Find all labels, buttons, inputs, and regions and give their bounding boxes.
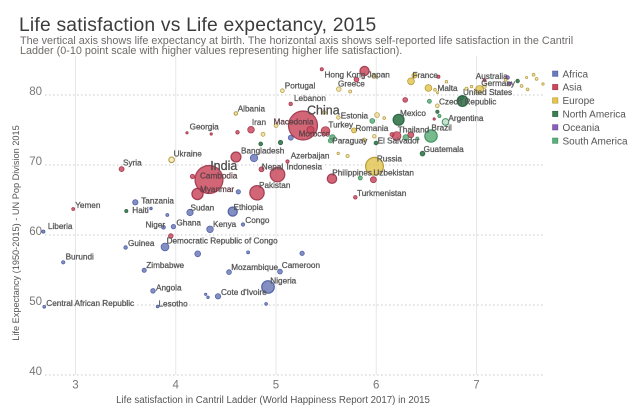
svg-text:Philippines: Philippines (332, 169, 372, 178)
svg-text:Czech Republic: Czech Republic (439, 97, 496, 106)
svg-text:Japan: Japan (368, 71, 391, 80)
svg-text:Turkmenistan: Turkmenistan (357, 189, 407, 198)
svg-text:China: China (307, 104, 340, 118)
svg-text:Lebanon: Lebanon (294, 94, 326, 103)
svg-text:Kenya: Kenya (213, 220, 237, 229)
svg-text:Brazil: Brazil (431, 124, 452, 133)
svg-text:El Salvador: El Salvador (378, 137, 420, 146)
svg-text:40: 40 (29, 366, 42, 378)
svg-text:Asia: Asia (563, 83, 583, 94)
svg-text:5: 5 (273, 380, 279, 392)
svg-text:Mexico: Mexico (400, 109, 426, 118)
svg-text:Haiti: Haiti (132, 206, 149, 215)
svg-text:Romania: Romania (356, 124, 389, 133)
svg-text:Cameroon: Cameroon (282, 261, 321, 270)
svg-text:Nigeria: Nigeria (270, 276, 296, 285)
svg-text:60: 60 (29, 226, 42, 238)
svg-text:80: 80 (29, 86, 42, 98)
svg-text:Myanmar: Myanmar (200, 185, 234, 194)
svg-text:Zimbabwe: Zimbabwe (146, 261, 184, 270)
svg-text:7: 7 (473, 380, 479, 392)
svg-text:Indonesia: Indonesia (287, 163, 323, 172)
svg-text:Burundi: Burundi (66, 253, 94, 262)
svg-text:Democratic Republic of Congo: Democratic Republic of Congo (167, 237, 278, 246)
svg-text:Germany: Germany (481, 79, 516, 88)
svg-text:Argentina: Argentina (448, 114, 483, 123)
svg-text:Paraguay: Paraguay (332, 137, 368, 146)
svg-text:50: 50 (29, 296, 42, 308)
svg-text:Thailand: Thailand (398, 126, 430, 135)
svg-text:Europe: Europe (563, 96, 596, 107)
svg-text:Africa: Africa (563, 69, 589, 80)
svg-text:Turkey: Turkey (328, 120, 354, 129)
svg-text:Cote d'Ivoire: Cote d'Ivoire (221, 288, 267, 297)
svg-text:Morocco: Morocco (299, 130, 331, 139)
svg-text:Tanzania: Tanzania (141, 196, 174, 205)
svg-text:France: France (413, 71, 439, 80)
svg-text:Macedonia: Macedonia (274, 118, 315, 127)
svg-text:Syria: Syria (123, 159, 142, 168)
svg-text:Georgia: Georgia (190, 123, 220, 132)
svg-text:Mozambique: Mozambique (231, 263, 278, 272)
svg-text:4: 4 (173, 380, 180, 392)
svg-text:United States: United States (463, 88, 512, 97)
svg-text:Bangladesh: Bangladesh (241, 147, 285, 156)
svg-text:Oceania: Oceania (563, 123, 601, 134)
svg-text:Congo: Congo (245, 216, 270, 225)
svg-text:3: 3 (72, 380, 78, 392)
svg-text:Life Expectancy (1950-2015) -: Life Expectancy (1950-2015) - UN Pop Div… (11, 125, 21, 341)
svg-text:North America: North America (563, 110, 627, 121)
svg-text:Portugal: Portugal (285, 82, 316, 91)
svg-text:Russia: Russia (377, 154, 402, 163)
svg-text:Niger: Niger (146, 221, 166, 230)
svg-text:Yemen: Yemen (75, 201, 101, 210)
svg-text:Liberia: Liberia (48, 222, 73, 231)
svg-text:Life satisfaction in Cantril L: Life satisfaction in Cantril Ladder (Wor… (116, 395, 430, 406)
svg-text:Greece: Greece (338, 80, 365, 89)
svg-text:Albania: Albania (238, 105, 266, 114)
svg-text:Australia: Australia (476, 72, 508, 81)
svg-text:Hong Kong: Hong Kong (325, 71, 366, 80)
svg-text:6: 6 (373, 380, 379, 392)
svg-text:South America: South America (563, 136, 628, 147)
svg-text:Pakistan: Pakistan (259, 181, 291, 190)
svg-text:India: India (210, 159, 237, 173)
svg-text:Iran: Iran (252, 118, 267, 127)
svg-text:Malta: Malta (438, 84, 458, 93)
svg-text:Ethiopia: Ethiopia (234, 203, 264, 212)
svg-text:Lesotho: Lesotho (159, 300, 189, 309)
svg-text:Azerbaijan: Azerbaijan (291, 152, 330, 161)
svg-text:70: 70 (29, 156, 42, 168)
svg-text:Ukraine: Ukraine (174, 150, 203, 159)
svg-text:Angola: Angola (156, 283, 182, 292)
svg-text:Cambodia: Cambodia (200, 172, 238, 181)
svg-text:Central African Republic: Central African Republic (46, 299, 134, 308)
svg-text:Guatemala: Guatemala (424, 145, 464, 154)
svg-text:Sudan: Sudan (191, 204, 215, 213)
svg-text:Uzbekistan: Uzbekistan (373, 169, 414, 178)
svg-text:Nepal: Nepal (262, 163, 284, 172)
svg-text:Ghana: Ghana (176, 219, 201, 228)
svg-text:Estonia: Estonia (341, 112, 369, 121)
svg-text:Guinea: Guinea (128, 239, 155, 248)
